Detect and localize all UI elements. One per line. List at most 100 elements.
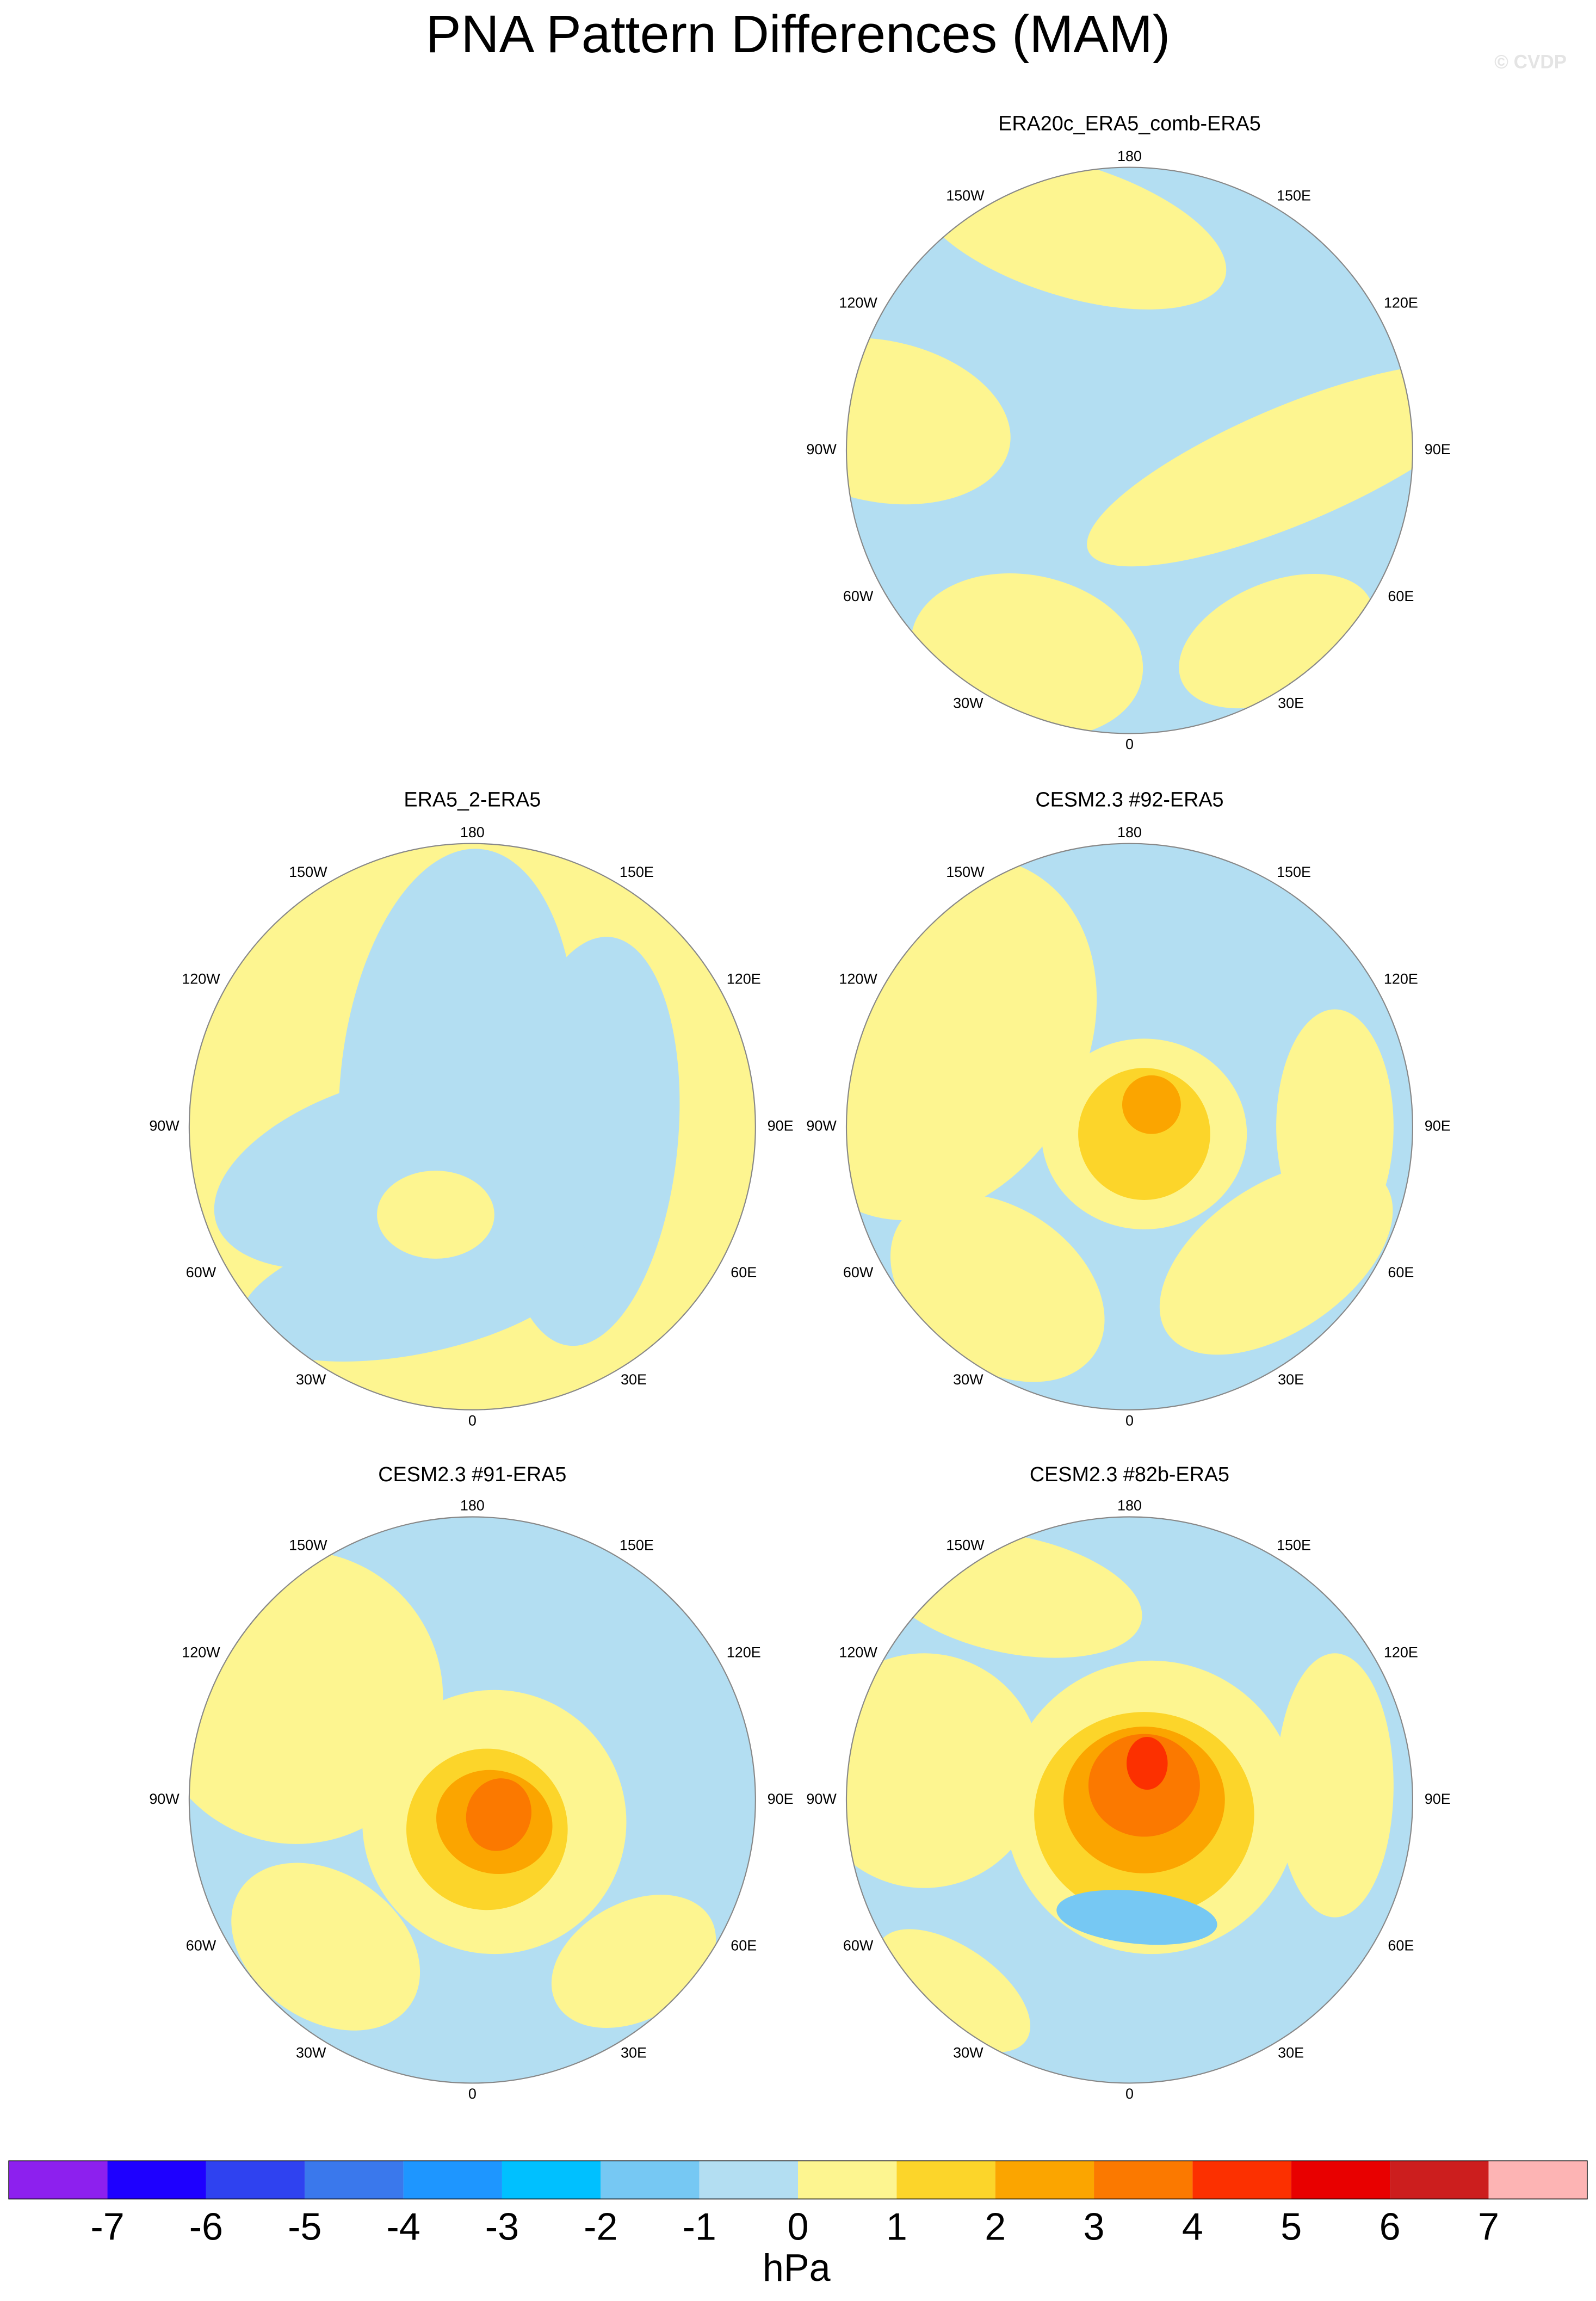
colorbar-box: [798, 2161, 897, 2199]
lon-label: 30E: [621, 2045, 647, 2061]
lon-label: 120W: [839, 971, 877, 987]
figure-title: PNA Pattern Differences (MAM): [426, 4, 1171, 64]
lon-label: 90E: [768, 1117, 794, 1134]
contour-region: [846, 337, 1011, 505]
lon-label: 30W: [953, 695, 983, 712]
contour-region: [846, 1653, 1042, 1888]
lon-label: 0: [468, 2086, 477, 2102]
lon-label: 120E: [1384, 1644, 1418, 1660]
lon-label: 180: [1117, 148, 1142, 164]
lon-label: 60W: [843, 1264, 874, 1281]
lon-label: 180: [1117, 824, 1142, 840]
colorbar-box: [1390, 2161, 1489, 2199]
contour-region: [377, 1171, 494, 1259]
contour-region: [1276, 1009, 1394, 1244]
colorbar-box: [107, 2161, 206, 2199]
lon-label: 30E: [621, 1371, 647, 1388]
map: [846, 167, 1413, 734]
lon-label: 30E: [1278, 695, 1304, 712]
lon-label: 120W: [839, 1644, 877, 1660]
lon-label: 30W: [953, 1371, 983, 1388]
panel-title: ERA5_2-ERA5: [404, 788, 541, 811]
lon-label: 60E: [1388, 1938, 1414, 1954]
colorbar-box: [502, 2161, 601, 2199]
contour-region: [551, 1895, 716, 2028]
contour-region: [876, 1929, 1030, 2052]
lon-label: 120E: [727, 971, 761, 987]
colorbar-box: [9, 2161, 108, 2199]
lon-label: 90E: [1425, 441, 1451, 457]
map-border: [845, 843, 1413, 1411]
panel-title: CESM2.3 #82b-ERA5: [1030, 1463, 1229, 1486]
lon-label: 90W: [806, 1117, 837, 1134]
contour-region: [240, 1214, 587, 1362]
colorbar-box: [305, 2161, 404, 2199]
lon-label: 180: [460, 1498, 485, 1514]
map-border: [845, 166, 1413, 734]
lon-label: 180: [1117, 1498, 1142, 1514]
contour-region: [1056, 1890, 1217, 1945]
lon-label: 30W: [296, 1371, 326, 1388]
lon-label: 150W: [946, 188, 985, 204]
lon-label: 90W: [806, 441, 837, 457]
lon-label: 0: [468, 1412, 477, 1428]
colorbar-tick-label: 4: [1182, 2206, 1203, 2248]
colorbar-tick-label: 7: [1478, 2206, 1499, 2248]
panel-title: CESM2.3 #92-ERA5: [1035, 788, 1223, 811]
map-border: [188, 843, 756, 1411]
contour-region: [466, 1778, 531, 1851]
lon-label: 0: [1125, 736, 1134, 752]
lon-label: 90E: [1425, 1117, 1451, 1134]
contour-region: [890, 1194, 1105, 1382]
lon-label: 120W: [182, 971, 220, 987]
colorbar-box: [206, 2161, 305, 2199]
colorbar-box: [995, 2161, 1094, 2199]
contour-region: [1087, 363, 1413, 567]
map: [846, 1517, 1413, 2083]
colorbar-tick-label: 3: [1084, 2206, 1105, 2248]
lon-label: 90W: [149, 1117, 180, 1134]
lon-label: 60E: [731, 1938, 757, 1954]
contour-region: [1122, 1075, 1181, 1134]
lon-label: 30W: [296, 2045, 326, 2061]
lon-label: 90E: [1425, 1791, 1451, 1807]
lon-label: 150W: [946, 1537, 985, 1554]
colorbar-tick-label: 5: [1280, 2206, 1302, 2248]
lon-label: 90E: [768, 1791, 794, 1807]
lon-label: 150E: [620, 864, 654, 880]
colorbar-box: [601, 2161, 700, 2199]
lon-label: 30E: [1278, 2045, 1304, 2061]
map: [189, 843, 756, 1410]
map-border: [188, 1516, 756, 2084]
lon-label: 60W: [186, 1264, 216, 1281]
colorbar-tick-label: -5: [288, 2206, 321, 2248]
contour-region: [1127, 1737, 1168, 1790]
lon-label: 180: [460, 824, 485, 840]
lon-label: 150E: [1277, 864, 1311, 880]
panel-title: ERA20c_ERA5_comb-ERA5: [998, 112, 1261, 134]
colorbar-box: [896, 2161, 995, 2199]
lon-label: 150E: [1277, 1537, 1311, 1554]
lon-label: 60W: [186, 1938, 216, 1954]
colorbar-tick-label: -7: [90, 2206, 124, 2248]
colorbar-frame: [8, 2160, 1588, 2200]
colorbar-tick-label: 2: [985, 2206, 1006, 2248]
colorbar-tick-label: -2: [584, 2206, 617, 2248]
lon-label: 60W: [843, 1938, 874, 1954]
lon-label: 0: [1125, 2086, 1134, 2102]
lon-label: 60E: [1388, 588, 1414, 604]
map: [189, 1517, 756, 2083]
colorbar-tick-label: 0: [788, 2206, 809, 2248]
lon-label: 90W: [806, 1791, 837, 1807]
lon-label: 30W: [953, 2045, 983, 2061]
colorbar-tick-label: -4: [386, 2206, 420, 2248]
colorbar-tick-label: -6: [189, 2206, 223, 2248]
lon-label: 150E: [1277, 188, 1311, 204]
map: [846, 843, 1413, 1410]
lon-label: 150W: [289, 864, 327, 880]
lon-label: 0: [1125, 1412, 1134, 1428]
colorbar-box: [1094, 2161, 1193, 2199]
lon-label: 120E: [1384, 294, 1418, 311]
colorbar-box: [403, 2161, 502, 2199]
